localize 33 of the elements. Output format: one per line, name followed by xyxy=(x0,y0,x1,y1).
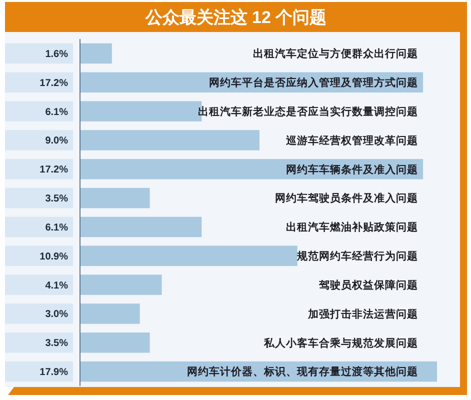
data-label: 10.9% xyxy=(40,251,68,262)
y-tick-label: 私人小客车合乘与规范发展问题 xyxy=(263,336,418,350)
y-tick-label: 网约车平台是否应纳入管理及管理方式问题 xyxy=(209,76,418,90)
data-label: 17.2% xyxy=(40,78,68,89)
y-tick-label: 出租汽车定位与方便群众出行问题 xyxy=(253,47,418,60)
bar xyxy=(80,130,260,150)
chart-title: 公众最关注这 12 个问题 xyxy=(144,8,327,27)
data-label: 17.9% xyxy=(40,367,68,378)
data-label: 3.0% xyxy=(45,309,68,320)
bar xyxy=(80,216,202,238)
y-tick-label: 网约车驾驶员条件及准入问题 xyxy=(275,192,418,205)
bar xyxy=(80,188,150,208)
bar xyxy=(80,274,162,295)
data-label: 6.1% xyxy=(45,222,68,234)
y-tick-label: 出租汽车燃油补贴政策问题 xyxy=(286,220,418,234)
data-label: 1.6% xyxy=(45,48,68,60)
data-label: 3.5% xyxy=(45,194,68,205)
bar xyxy=(80,43,112,64)
y-tick-label: 加强打击非法运营问题 xyxy=(307,307,418,320)
bar xyxy=(80,304,140,324)
bar xyxy=(80,246,298,266)
y-tick-label: 巡游车经营权管理改革问题 xyxy=(285,134,418,147)
data-label: 9.0% xyxy=(45,136,68,147)
bar xyxy=(80,332,150,353)
y-tick-label: 网约车车辆条件及准入问题 xyxy=(286,162,418,176)
y-tick-label: 规范网约车经营行为问题 xyxy=(296,250,418,263)
data-label: 4.1% xyxy=(45,280,68,292)
y-tick-label: 驾驶员权益保障问题 xyxy=(318,278,418,292)
data-label: 17.2% xyxy=(40,164,68,176)
data-label: 3.5% xyxy=(45,338,68,350)
y-tick-label: 出租汽车新老业态是否应当实行数量调控问题 xyxy=(198,104,418,118)
y-tick-label: 网约车计价器、标识、现有存量过渡等其他问题 xyxy=(187,365,418,378)
data-label: 6.1% xyxy=(45,106,68,118)
